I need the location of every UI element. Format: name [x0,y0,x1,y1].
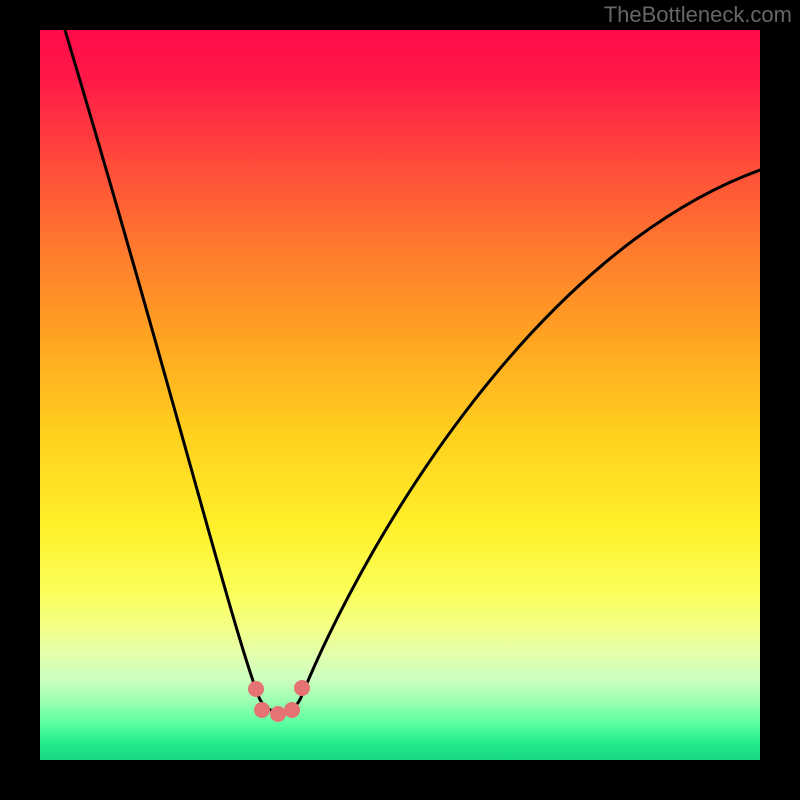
data-marker-1 [254,702,270,718]
data-marker-3 [284,702,300,718]
gradient-background [40,30,760,760]
data-marker-4 [294,680,310,696]
plot-area [40,30,760,760]
watermark-text: TheBottleneck.com [604,2,792,28]
data-marker-0 [248,681,264,697]
chart-container: TheBottleneck.com [0,0,800,800]
